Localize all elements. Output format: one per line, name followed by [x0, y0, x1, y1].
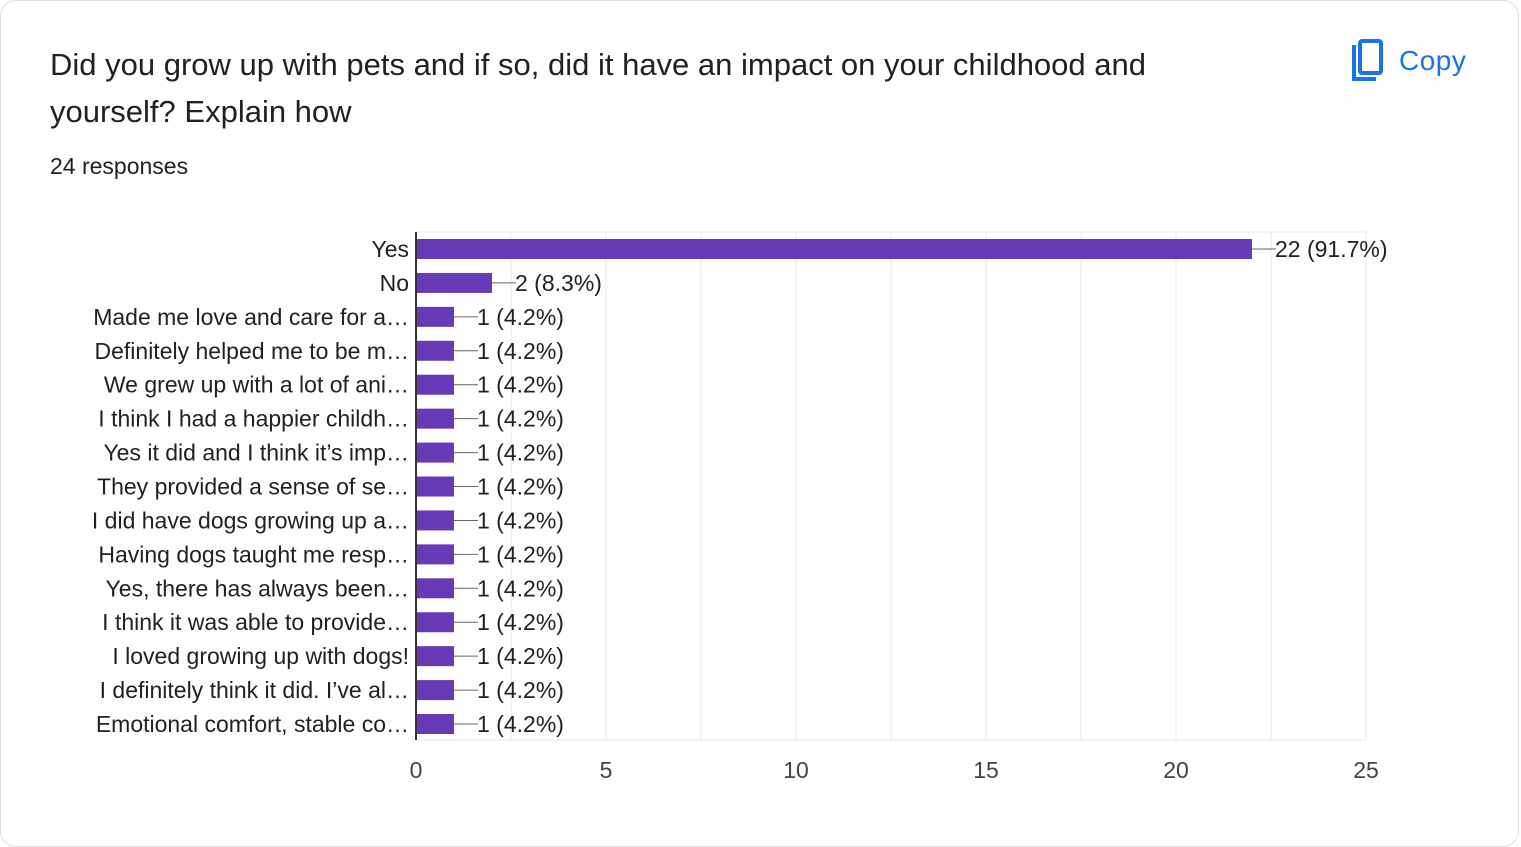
x-tick-label: 25 — [1353, 757, 1379, 783]
data-label: 2 (8.3%) — [515, 270, 602, 296]
category-label: No — [380, 270, 409, 296]
data-label: 1 (4.2%) — [477, 541, 564, 567]
category-label: I think it was able to provide… — [102, 609, 409, 635]
data-label: 1 (4.2%) — [477, 609, 564, 635]
data-label: 1 (4.2%) — [477, 440, 564, 466]
bar — [416, 680, 454, 701]
bar — [416, 714, 454, 735]
data-label: 1 (4.2%) — [477, 643, 564, 669]
bar — [416, 374, 454, 395]
x-tick-label: 0 — [410, 757, 423, 783]
category-label: Emotional comfort, stable co… — [96, 711, 409, 737]
bar — [416, 544, 454, 565]
category-label: I think I had a happier childh… — [98, 406, 409, 432]
question-title: Did you grow up with pets and if so, did… — [50, 47, 1146, 129]
bar — [416, 476, 454, 497]
x-tick-label: 15 — [973, 757, 999, 783]
copy-button[interactable]: Copy — [1349, 37, 1466, 85]
bar — [416, 578, 454, 599]
data-label: 1 (4.2%) — [477, 677, 564, 703]
x-tick-label: 20 — [1163, 757, 1189, 783]
category-label: Yes it did and I think it’s imp… — [103, 440, 409, 466]
data-label: 1 (4.2%) — [477, 372, 564, 398]
category-label: We grew up with a lot of ani… — [104, 372, 409, 398]
chart-bars — [416, 239, 1252, 735]
data-label: 1 (4.2%) — [477, 711, 564, 737]
bar — [416, 646, 454, 667]
chart-labels: Yes 22 (91.7%) No 2 (8.3%) Made me love and … — [92, 236, 1388, 737]
category-label: Yes — [371, 236, 409, 262]
data-label: 22 (91.7%) — [1275, 236, 1388, 262]
bar — [416, 408, 454, 429]
response-count: 24 responses — [50, 153, 189, 179]
category-label: I did have dogs growing up a… — [92, 507, 409, 533]
category-label: Yes, there has always been… — [106, 575, 409, 601]
category-label: They provided a sense of se… — [97, 474, 409, 500]
data-label: 1 (4.2%) — [477, 304, 564, 330]
bar — [416, 306, 454, 327]
chart-axes: 0 5 10 15 20 25 — [410, 232, 1379, 783]
bar — [416, 510, 454, 531]
data-label: 1 (4.2%) — [477, 338, 564, 364]
bar — [416, 612, 454, 633]
data-label: 1 (4.2%) — [477, 406, 564, 432]
data-label: 1 (4.2%) — [477, 474, 564, 500]
bar — [416, 272, 492, 293]
category-label: I loved growing up with dogs! — [112, 643, 409, 669]
bar — [416, 340, 454, 361]
chart-gridlines — [415, 231, 1367, 741]
data-label: 1 (4.2%) — [477, 507, 564, 533]
category-label: I definitely think it did. I’ve al… — [100, 677, 409, 703]
bar — [416, 442, 454, 463]
data-label: 1 (4.2%) — [477, 575, 564, 601]
x-tick-label: 5 — [600, 757, 613, 783]
category-label: Made me love and care for a… — [93, 304, 409, 330]
category-label: Definitely helped me to be m… — [95, 338, 410, 364]
x-tick-label: 10 — [783, 757, 809, 783]
category-label: Having dogs taught me resp… — [98, 541, 409, 567]
copy-label: Copy — [1399, 45, 1467, 76]
bar — [416, 239, 1252, 259]
copy-icon — [1349, 39, 1385, 83]
